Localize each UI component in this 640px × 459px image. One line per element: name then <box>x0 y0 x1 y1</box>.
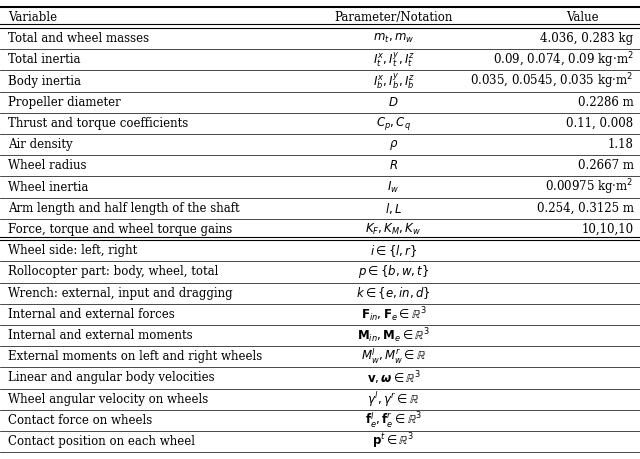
Text: $R$: $R$ <box>389 159 398 173</box>
Text: Air density: Air density <box>8 138 72 151</box>
Text: 4.036, 0.283 kg: 4.036, 0.283 kg <box>540 32 634 45</box>
Text: $l,L$: $l,L$ <box>385 201 402 216</box>
Text: 0.00975 kg·m$^2$: 0.00975 kg·m$^2$ <box>545 177 634 197</box>
Text: $\rho$: $\rho$ <box>389 138 398 151</box>
Text: $\gamma^l,\gamma^r \in \mathbb{R}$: $\gamma^l,\gamma^r \in \mathbb{R}$ <box>367 390 420 409</box>
Text: $C_p,C_q$: $C_p,C_q$ <box>376 115 411 132</box>
Text: 0.2667 m: 0.2667 m <box>578 159 634 173</box>
Text: 0.11, 0.008: 0.11, 0.008 <box>566 117 634 130</box>
Text: Linear and angular body velocities: Linear and angular body velocities <box>8 371 214 384</box>
Text: $\mathbf{F}_{in},\mathbf{F}_e \in \mathbb{R}^3$: $\mathbf{F}_{in},\mathbf{F}_e \in \mathb… <box>361 305 426 324</box>
Text: Total and wheel masses: Total and wheel masses <box>8 32 149 45</box>
Text: Total inertia: Total inertia <box>8 53 80 67</box>
Text: $I_w$: $I_w$ <box>387 179 400 195</box>
Text: 0.254, 0.3125 m: 0.254, 0.3125 m <box>536 202 634 215</box>
Text: Wheel angular velocity on wheels: Wheel angular velocity on wheels <box>8 392 208 406</box>
Text: Internal and external forces: Internal and external forces <box>8 308 175 321</box>
Text: Wheel radius: Wheel radius <box>8 159 86 173</box>
Text: $\mathbf{p}^t \in \mathbb{R}^3$: $\mathbf{p}^t \in \mathbb{R}^3$ <box>372 432 415 451</box>
Text: Wrench: external, input and dragging: Wrench: external, input and dragging <box>8 286 232 300</box>
Text: 1.18: 1.18 <box>608 138 634 151</box>
Text: Parameter/Notation: Parameter/Notation <box>335 11 452 24</box>
Text: Internal and external moments: Internal and external moments <box>8 329 192 342</box>
Text: $i \in \{l,r\}$: $i \in \{l,r\}$ <box>370 243 417 259</box>
Text: $D$: $D$ <box>388 96 399 109</box>
Text: 10,10,10: 10,10,10 <box>582 223 634 236</box>
Text: $I_b^x,I_b^y,I_b^z$: $I_b^x,I_b^y,I_b^z$ <box>372 71 415 91</box>
Text: 0.2286 m: 0.2286 m <box>578 96 634 109</box>
Text: $m_t,m_w$: $m_t,m_w$ <box>373 32 414 45</box>
Text: $I_t^x,I_t^y,I_t^z$: $I_t^x,I_t^y,I_t^z$ <box>372 50 415 69</box>
Text: External moments on left and right wheels: External moments on left and right wheel… <box>8 350 262 363</box>
Text: $\mathbf{v},\boldsymbol{\omega} \in \mathbb{R}^3$: $\mathbf{v},\boldsymbol{\omega} \in \mat… <box>367 369 420 387</box>
Text: Wheel inertia: Wheel inertia <box>8 180 88 194</box>
Text: Body inertia: Body inertia <box>8 75 81 88</box>
Text: Contact position on each wheel: Contact position on each wheel <box>8 435 195 448</box>
Text: Rollocopter part: body, wheel, total: Rollocopter part: body, wheel, total <box>8 265 218 279</box>
Text: Contact force on wheels: Contact force on wheels <box>8 414 152 427</box>
Text: $\mathbf{M}_{in},\mathbf{M}_e \in \mathbb{R}^3$: $\mathbf{M}_{in},\mathbf{M}_e \in \mathb… <box>357 326 430 345</box>
Text: $M_w^l,M_w^r \in \mathbb{R}$: $M_w^l,M_w^r \in \mathbb{R}$ <box>361 347 426 366</box>
Text: 0.09, 0.074, 0.09 kg·m$^2$: 0.09, 0.074, 0.09 kg·m$^2$ <box>493 50 634 70</box>
Text: Propeller diameter: Propeller diameter <box>8 96 120 109</box>
Text: Arm length and half length of the shaft: Arm length and half length of the shaft <box>8 202 239 215</box>
Text: $p \in \{b,w,t\}$: $p \in \{b,w,t\}$ <box>358 263 429 280</box>
Text: Value: Value <box>566 11 598 24</box>
Text: Thrust and torque coefficients: Thrust and torque coefficients <box>8 117 188 130</box>
Text: $\mathbf{f}_e^l,\mathbf{f}_e^r \in \mathbb{R}^3$: $\mathbf{f}_e^l,\mathbf{f}_e^r \in \math… <box>365 411 422 430</box>
Text: Variable: Variable <box>8 11 57 24</box>
Text: $K_F,K_M,K_w$: $K_F,K_M,K_w$ <box>365 222 422 237</box>
Text: $k \in \{e,in,d\}$: $k \in \{e,in,d\}$ <box>356 285 431 301</box>
Text: Wheel side: left, right: Wheel side: left, right <box>8 244 137 257</box>
Text: 0.035, 0.0545, 0.035 kg·m$^2$: 0.035, 0.0545, 0.035 kg·m$^2$ <box>470 71 634 91</box>
Text: Force, torque and wheel torque gains: Force, torque and wheel torque gains <box>8 223 232 236</box>
